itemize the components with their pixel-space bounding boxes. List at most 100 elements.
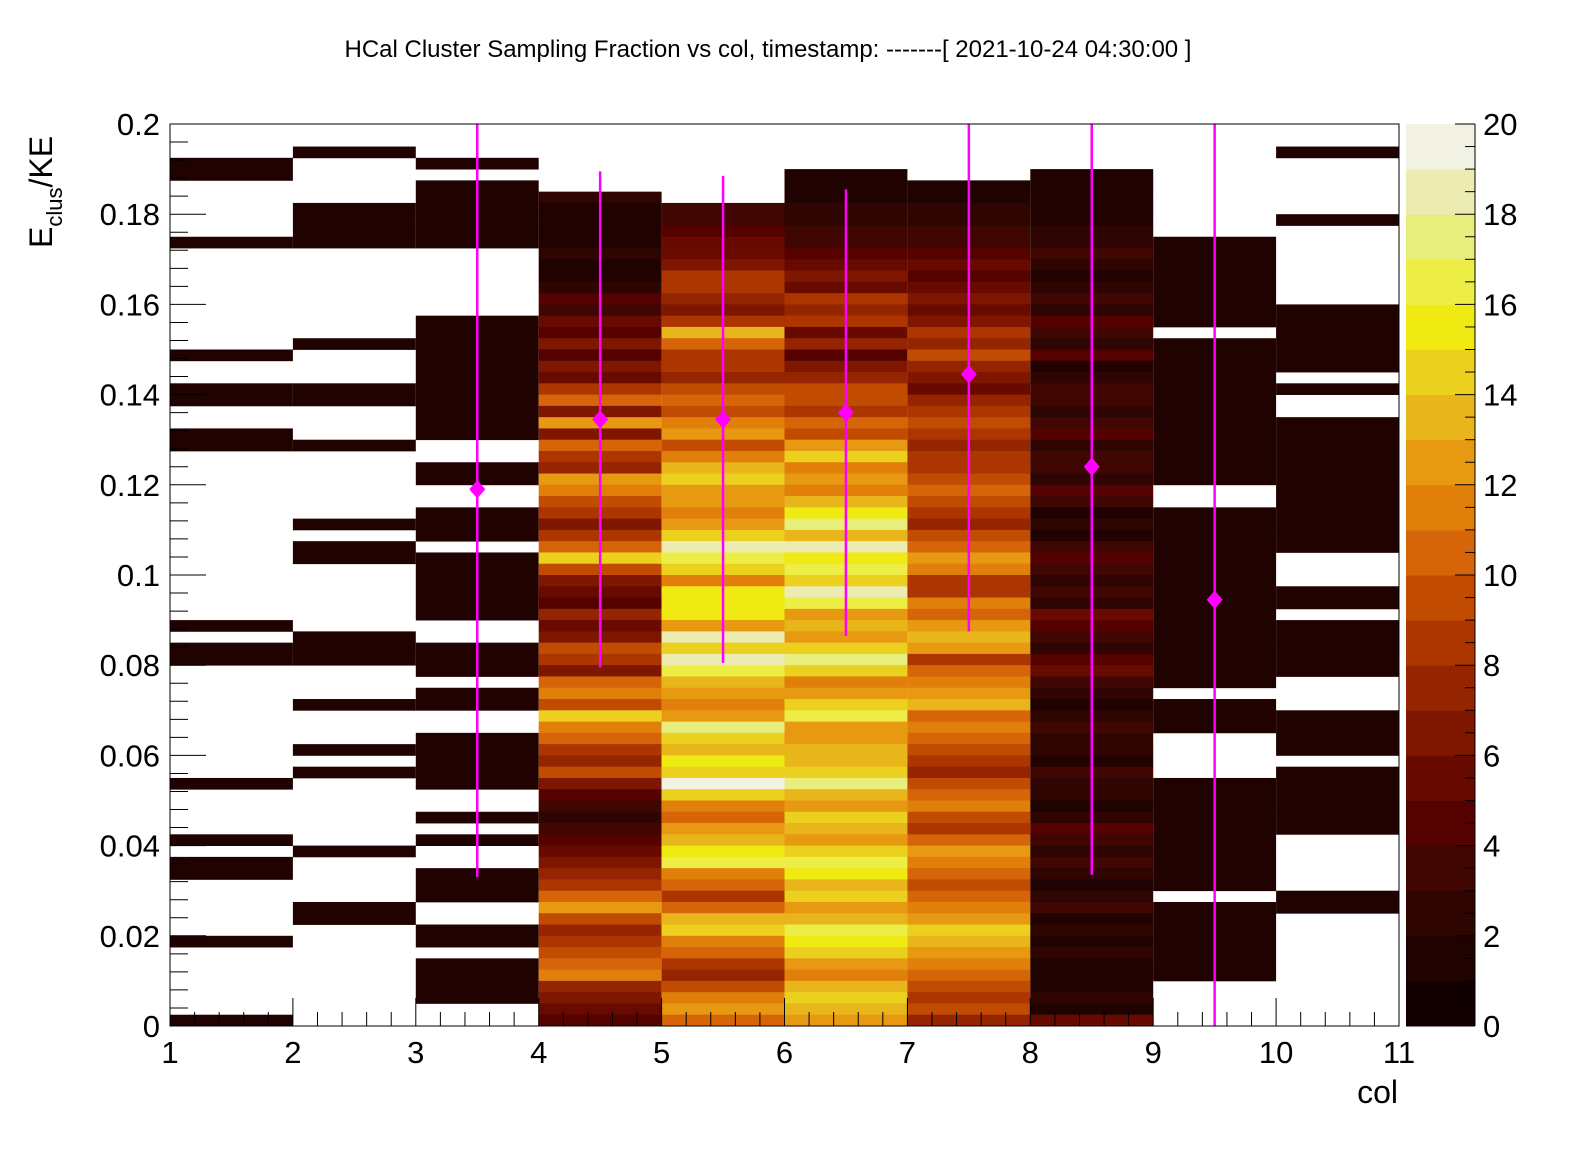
colorbar-tick-label: 20 — [1483, 107, 1517, 142]
heatmap-cell — [907, 969, 1031, 982]
heatmap-cell — [661, 676, 785, 689]
heatmap-cell — [1276, 338, 1399, 350]
heatmap-cell — [907, 721, 1031, 734]
y-tick-label: 0.14 — [100, 378, 160, 413]
heatmap-cell — [538, 935, 662, 948]
heatmap-cell — [661, 665, 785, 677]
heatmap-cell — [292, 394, 416, 407]
y-axis-title: Eclus/KE — [23, 136, 67, 248]
heatmap-cell — [784, 676, 908, 689]
colorbar-level — [1406, 304, 1475, 350]
profile-marker — [837, 403, 854, 422]
colorbar-level — [1406, 349, 1475, 396]
heatmap-cell — [661, 777, 785, 790]
heatmap-cell — [170, 439, 293, 452]
heatmap-cell — [784, 890, 908, 903]
color-scale-bar — [1406, 124, 1475, 1027]
heatmap-cell — [784, 710, 908, 722]
x-tick-label: 3 — [407, 1035, 424, 1070]
heatmap-cell — [415, 958, 539, 971]
heatmap-cell — [292, 338, 416, 350]
heatmap-cell — [661, 811, 785, 824]
heatmap-cell — [1276, 631, 1399, 644]
heatmap-cell — [1276, 529, 1399, 542]
heatmap-cell — [1276, 800, 1399, 813]
heatmap-cell — [907, 947, 1031, 959]
heatmap-cell — [538, 721, 662, 734]
heatmap-cell — [661, 699, 785, 711]
profile-marker — [960, 365, 977, 384]
heatmap-cell — [292, 383, 416, 395]
heatmap-cell — [538, 676, 662, 689]
heatmap-cell — [1030, 913, 1154, 925]
colorbar-level — [1406, 620, 1475, 666]
y-tick-label: 0.1 — [117, 558, 160, 593]
heatmap-cell — [661, 845, 785, 858]
heatmap-cell — [1276, 777, 1399, 790]
y-tick-label: 0.08 — [100, 648, 160, 683]
heatmap-cell — [784, 924, 908, 937]
heatmap-cell — [784, 687, 908, 700]
heatmap-cell — [784, 1003, 908, 1016]
profile-marker — [1206, 590, 1223, 610]
heatmap-cell — [538, 980, 662, 993]
heatmap-cell — [784, 811, 908, 824]
heatmap-cell — [661, 766, 785, 779]
y-tick-label: 0.16 — [100, 287, 160, 322]
heatmap-cell — [1276, 518, 1399, 531]
heatmap-cell — [784, 947, 908, 959]
heatmap-cell — [538, 1003, 662, 1016]
heatmap-cell — [1276, 417, 1399, 429]
heatmap-cell — [661, 789, 785, 801]
heatmap-cell — [170, 868, 293, 880]
colorbar-tick-label: 4 — [1483, 829, 1500, 864]
heatmap-cell — [1276, 901, 1399, 914]
heatmap-cell — [1030, 947, 1154, 959]
y-axis-title-tail: /KE — [23, 136, 59, 188]
heatmap-cell — [907, 755, 1031, 768]
colorbar-level — [1406, 259, 1475, 305]
heatmap-cell — [292, 744, 416, 756]
heatmap-cell — [292, 901, 416, 914]
heatmap-cell — [1276, 890, 1399, 903]
heatmap-cell — [1276, 450, 1399, 463]
heatmap-cell — [907, 687, 1031, 700]
heatmap-cell — [907, 732, 1031, 745]
heatmap-cell — [1276, 326, 1399, 339]
colorbar-level — [1406, 755, 1475, 801]
heatmap-cell — [292, 766, 416, 779]
heatmap-cell — [661, 913, 785, 925]
heatmap-cell — [661, 879, 785, 892]
heatmap-cell — [907, 823, 1031, 835]
colorbar-level — [1406, 665, 1475, 711]
x-tick-label: 6 — [776, 1035, 793, 1070]
colorbar-tick-label: 6 — [1483, 738, 1500, 773]
heatmap-cell — [661, 992, 785, 1004]
colorbar-level — [1406, 394, 1475, 441]
heatmap-cell — [538, 901, 662, 914]
heatmap-cell — [538, 958, 662, 971]
heatmap-cell — [907, 800, 1031, 813]
heatmap-cell — [907, 642, 1031, 655]
heatmap-cell — [292, 225, 416, 238]
heatmap-cell — [292, 552, 416, 565]
y-tick-label: 0.02 — [100, 919, 160, 954]
svg-text:Eclus/KE: Eclus/KE — [23, 136, 67, 248]
heatmap-cell — [292, 202, 416, 215]
heatmap-cell — [784, 755, 908, 768]
heatmap-cell — [1030, 924, 1154, 937]
heatmap-cell — [1276, 766, 1399, 779]
heatmap-cell — [415, 924, 539, 937]
y-axis: 0 0.02 0.04 0.06 0.08 0.1 0.12 0.14 0.16 0.18 0.2 — [100, 107, 206, 1044]
heatmap-cell — [784, 1014, 908, 1027]
x-tick-label: 5 — [653, 1035, 670, 1070]
profile-marker — [1083, 457, 1100, 476]
colorbar-tick-label: 10 — [1483, 558, 1517, 593]
y-tick-label: 0.12 — [100, 468, 160, 503]
y-axis-title-subscript: clus — [42, 188, 67, 227]
x-tick-label: 9 — [1145, 1035, 1162, 1070]
heatmap-cell — [784, 845, 908, 858]
heatmap-cell — [292, 214, 416, 226]
colorbar-level — [1406, 214, 1475, 260]
